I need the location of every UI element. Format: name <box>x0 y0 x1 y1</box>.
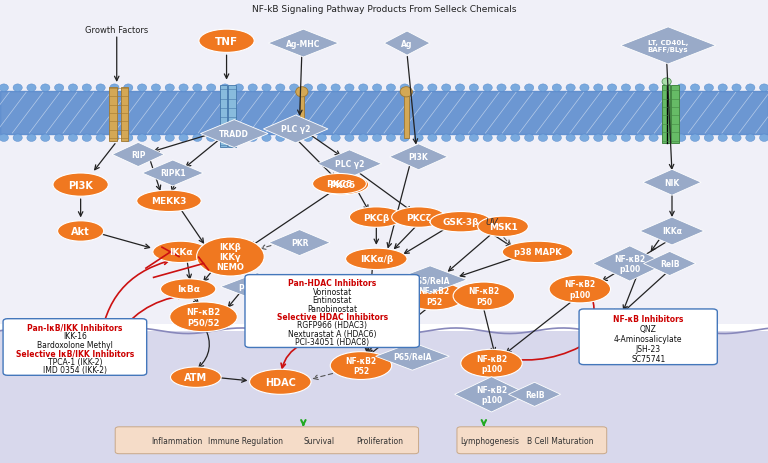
Ellipse shape <box>315 175 369 195</box>
Ellipse shape <box>165 135 174 142</box>
Ellipse shape <box>453 282 515 310</box>
Polygon shape <box>268 30 339 58</box>
Ellipse shape <box>262 85 271 92</box>
Text: PKCδ: PKCδ <box>329 181 355 190</box>
FancyBboxPatch shape <box>228 86 236 148</box>
Ellipse shape <box>677 135 686 142</box>
Text: ATM: ATM <box>184 372 207 382</box>
Ellipse shape <box>331 85 340 92</box>
Ellipse shape <box>392 207 445 228</box>
Text: Proliferation: Proliferation <box>356 436 404 445</box>
Ellipse shape <box>552 135 561 142</box>
FancyBboxPatch shape <box>109 88 117 141</box>
Ellipse shape <box>359 85 368 92</box>
Ellipse shape <box>161 279 216 300</box>
Text: NF-κB2
p100: NF-κB2 p100 <box>476 354 507 373</box>
Ellipse shape <box>220 85 230 92</box>
Ellipse shape <box>538 135 548 142</box>
Ellipse shape <box>248 85 257 92</box>
Ellipse shape <box>53 174 108 197</box>
Ellipse shape <box>82 135 91 142</box>
Ellipse shape <box>525 85 534 92</box>
Text: P65/RelA: P65/RelA <box>238 282 276 292</box>
Text: PKCζ: PKCζ <box>406 213 431 222</box>
FancyBboxPatch shape <box>662 86 670 144</box>
Ellipse shape <box>400 85 409 92</box>
Ellipse shape <box>199 30 254 53</box>
Ellipse shape <box>179 135 188 142</box>
Ellipse shape <box>193 85 202 92</box>
Ellipse shape <box>303 135 313 142</box>
Polygon shape <box>508 382 561 407</box>
Text: RIPK1: RIPK1 <box>160 169 186 178</box>
Ellipse shape <box>469 135 478 142</box>
Ellipse shape <box>594 85 603 92</box>
Ellipse shape <box>718 135 727 142</box>
Text: Immune Regulation: Immune Regulation <box>208 436 283 445</box>
Ellipse shape <box>250 369 311 394</box>
Polygon shape <box>220 273 294 301</box>
Text: PI3K: PI3K <box>68 180 93 190</box>
Text: GSK-3β: GSK-3β <box>442 218 479 227</box>
Text: PKCδ: PKCδ <box>326 180 353 189</box>
Ellipse shape <box>635 85 644 92</box>
Ellipse shape <box>594 135 603 142</box>
Ellipse shape <box>400 135 409 142</box>
Ellipse shape <box>41 135 50 142</box>
Ellipse shape <box>607 85 617 92</box>
Ellipse shape <box>760 135 768 142</box>
Ellipse shape <box>317 85 326 92</box>
FancyBboxPatch shape <box>671 86 679 144</box>
Text: Survival: Survival <box>303 436 334 445</box>
Ellipse shape <box>276 135 285 142</box>
Text: Vorinostat: Vorinostat <box>313 287 352 296</box>
Text: PCI-34051 (HDAC8): PCI-34051 (HDAC8) <box>295 338 369 346</box>
Ellipse shape <box>193 135 202 142</box>
Ellipse shape <box>220 135 230 142</box>
Ellipse shape <box>137 85 147 92</box>
Ellipse shape <box>580 85 589 92</box>
Ellipse shape <box>68 85 78 92</box>
Ellipse shape <box>566 85 575 92</box>
Ellipse shape <box>234 85 243 92</box>
Ellipse shape <box>386 85 396 92</box>
Ellipse shape <box>732 85 741 92</box>
Polygon shape <box>588 308 641 332</box>
Polygon shape <box>593 246 667 282</box>
Ellipse shape <box>552 85 561 92</box>
FancyBboxPatch shape <box>121 88 128 141</box>
Ellipse shape <box>663 85 672 92</box>
Text: IKKα: IKKα <box>662 227 682 236</box>
Ellipse shape <box>372 135 382 142</box>
Text: RelB: RelB <box>525 390 545 399</box>
Ellipse shape <box>461 350 522 377</box>
Ellipse shape <box>330 352 392 380</box>
Ellipse shape <box>313 174 366 194</box>
Polygon shape <box>643 170 701 196</box>
Ellipse shape <box>234 135 243 142</box>
FancyBboxPatch shape <box>457 427 607 454</box>
Ellipse shape <box>732 135 741 142</box>
Text: NF-κB2
p100: NF-κB2 p100 <box>476 385 507 404</box>
Text: IKKα/β: IKKα/β <box>359 255 393 264</box>
Ellipse shape <box>82 85 91 92</box>
Ellipse shape <box>649 135 658 142</box>
Text: TNF: TNF <box>215 37 238 47</box>
Ellipse shape <box>41 85 50 92</box>
Ellipse shape <box>746 135 755 142</box>
Ellipse shape <box>502 242 573 263</box>
Ellipse shape <box>197 238 264 276</box>
Text: PKR: PKR <box>291 238 308 248</box>
Ellipse shape <box>276 85 285 92</box>
Text: PKCβ: PKCβ <box>363 213 389 222</box>
Ellipse shape <box>248 135 257 142</box>
FancyBboxPatch shape <box>300 97 304 139</box>
Ellipse shape <box>372 85 382 92</box>
Polygon shape <box>112 143 164 167</box>
Ellipse shape <box>566 135 575 142</box>
Ellipse shape <box>497 135 506 142</box>
Text: TRADD: TRADD <box>220 130 249 139</box>
Ellipse shape <box>27 85 36 92</box>
Ellipse shape <box>303 85 313 92</box>
